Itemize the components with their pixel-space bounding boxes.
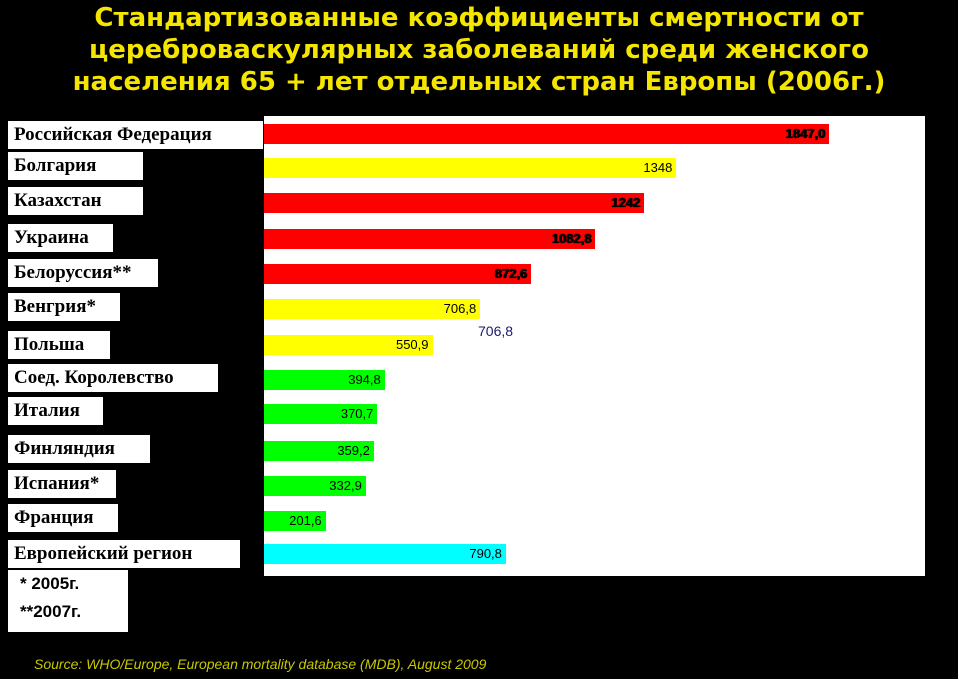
data-label: 332,9 (329, 478, 362, 493)
category-label: Европейский регион (8, 540, 240, 568)
data-label: 359,2 (337, 443, 370, 458)
footnote-box: * 2005г. **2007г. (8, 570, 128, 632)
data-label: 201,6 (289, 513, 322, 528)
category-label: Финляндия (8, 435, 150, 463)
data-label: 1242 (611, 195, 640, 210)
annotation-value: 706,8 (478, 323, 514, 339)
data-label: 550,9 (395, 337, 429, 352)
bar (264, 299, 481, 319)
category-label: Венгрия* (8, 293, 120, 321)
bar (264, 229, 596, 249)
title-line-2: цереброваскулярных заболеваний среди жен… (89, 35, 869, 65)
title-line-1: Стандартизованные коэффициенты смертност… (94, 3, 864, 33)
bar (264, 124, 829, 144)
category-label: Белоруссия** (8, 259, 158, 287)
title-line-3: населения 65 + лет отдельных стран Европ… (72, 67, 886, 97)
category-label: Болгария (8, 152, 143, 180)
bar (264, 193, 644, 213)
data-label: 1082,8 (551, 231, 592, 246)
chart-title: Стандартизованные коэффициенты смертност… (0, 2, 958, 98)
data-label: 370,7 (340, 406, 374, 421)
category-label: Украина (8, 224, 113, 252)
category-label: Польша (8, 331, 110, 359)
data-label: 394,8 (348, 372, 381, 387)
data-label: 1847,0 (785, 126, 825, 141)
category-label: Казахстан (8, 187, 143, 215)
data-label: 706,8 (443, 301, 477, 316)
footnote-2005: * 2005г. (20, 574, 80, 593)
bar (264, 158, 677, 178)
category-label: Италия (8, 397, 103, 425)
bar (264, 441, 374, 461)
data-label: 1348 (643, 160, 673, 175)
category-label: Франция (8, 504, 118, 532)
bar (264, 511, 326, 531)
data-label: 872,6 (494, 266, 527, 281)
source-note: Source: WHO/Europe, European mortality d… (34, 656, 487, 672)
data-label: 790,8 (469, 546, 502, 561)
bar (264, 335, 433, 355)
footnote-2007: **2007г. (20, 602, 82, 621)
bar (264, 404, 378, 424)
plot-area: 1847,0 1348 1242 1082,8 872,6 706,8 550,9 394,8… (264, 116, 925, 576)
category-label: Испания* (8, 470, 116, 498)
bar (264, 476, 366, 496)
category-label: Российская Федерация (8, 121, 263, 149)
bar (264, 544, 506, 564)
category-label: Соед. Королевство (8, 364, 218, 392)
bar (264, 264, 531, 284)
bar (264, 370, 385, 390)
